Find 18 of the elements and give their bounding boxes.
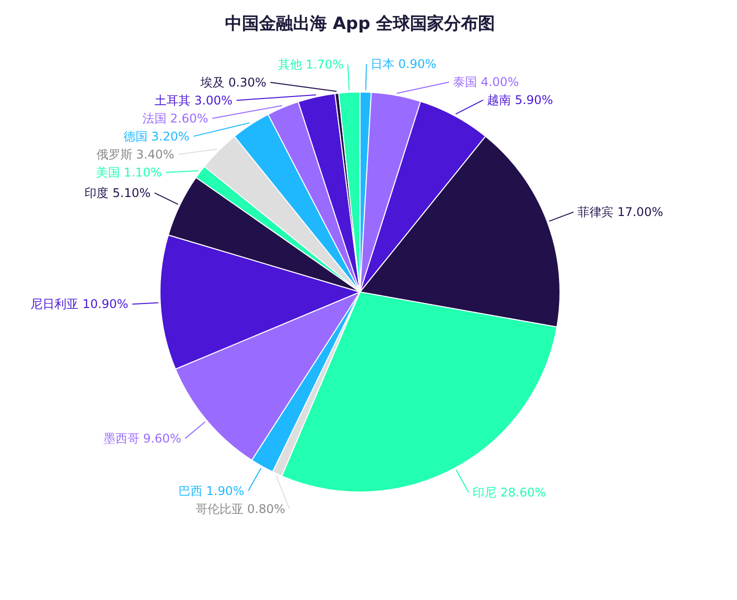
slice-label: 印度 5.10% <box>84 186 151 200</box>
slice-label: 尼日利亚 10.90% <box>30 297 128 312</box>
slice-label: 哥伦比亚 0.80% <box>195 502 286 516</box>
slice-label: 德国 3.20% <box>123 129 190 144</box>
slice-label: 埃及 0.30% <box>200 75 266 90</box>
slice-label: 越南 5.90% <box>487 93 554 108</box>
slice-label: 法国 2.60% <box>142 111 208 126</box>
slice-label: 土耳其 3.00% <box>154 93 233 108</box>
slice-label: 美国 1.10% <box>96 165 162 180</box>
slice-label: 巴西 1.90% <box>178 484 244 498</box>
slice-label: 日本 0.90% <box>370 57 436 72</box>
slice-label: 俄罗斯 3.40% <box>96 147 174 162</box>
chart-title: 中国金融出海 App 全球国家分布图 <box>224 14 496 34</box>
slice-label: 其他 1.70% <box>278 57 344 72</box>
slice-label: 印尼 28.60% <box>472 485 546 500</box>
slice-label: 菲律宾 17.00% <box>578 205 664 220</box>
slice-label: 泰国 4.00% <box>453 75 519 90</box>
slice-label: 墨西哥 9.60% <box>103 431 182 446</box>
